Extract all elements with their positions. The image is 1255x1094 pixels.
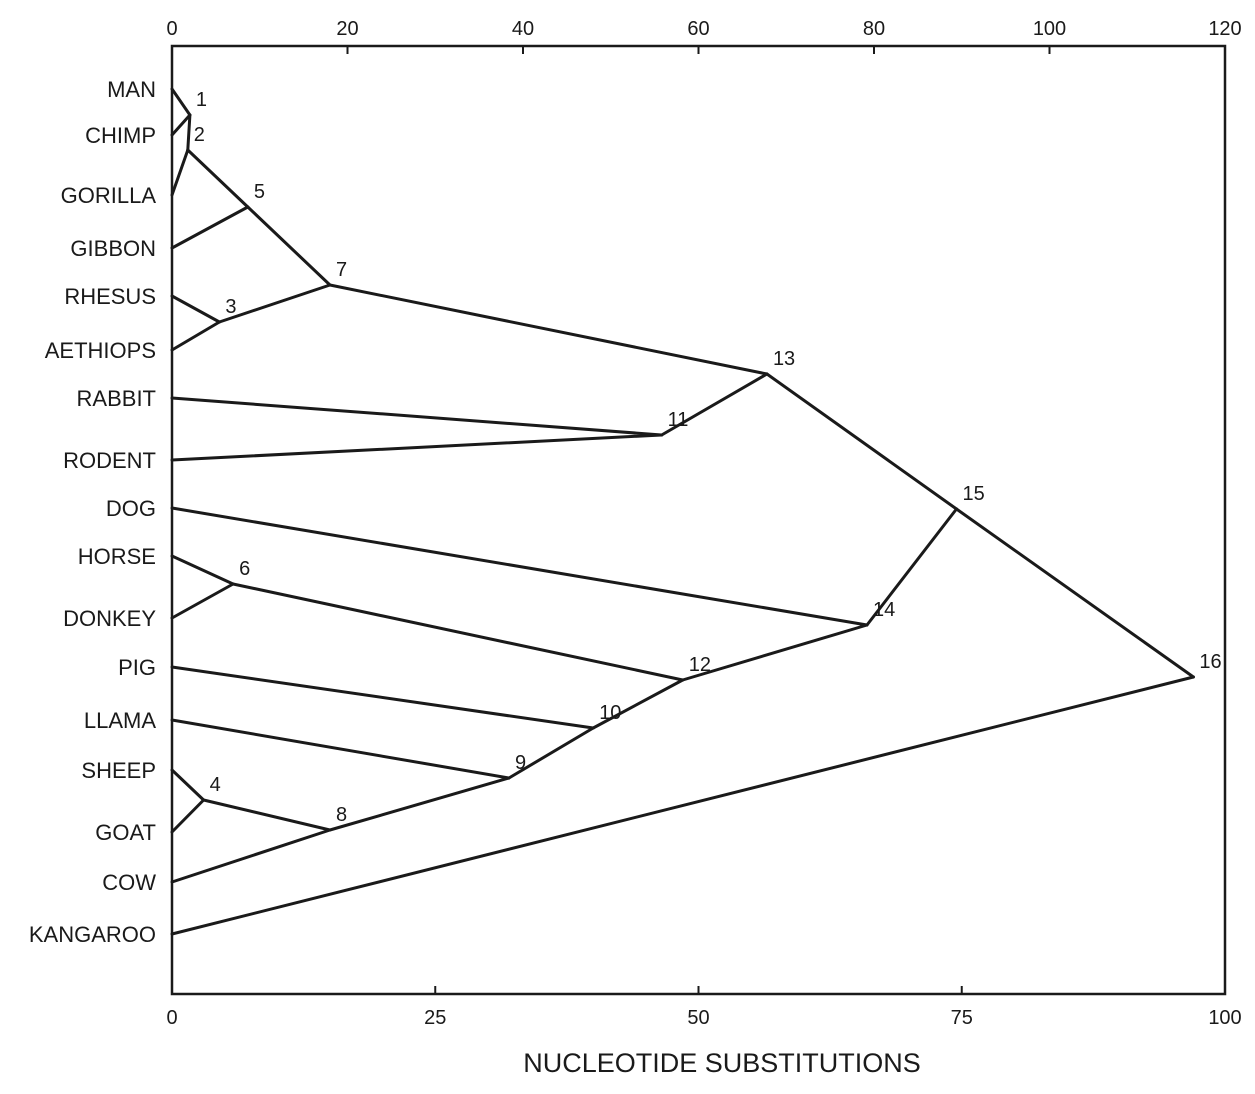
top-axis-tick-label-80: 80 — [863, 18, 885, 40]
branch-chimp-to-node-1 — [170, 113, 192, 137]
node-label-12: 12 — [689, 654, 711, 676]
plot-frame — [170, 44, 1227, 996]
branch-11-to-node-13 — [660, 372, 769, 437]
branch-14-to-node-15 — [865, 507, 958, 627]
taxon-label-gorilla: GORILLA — [61, 183, 157, 208]
branch-gorilla-to-node-2 — [170, 148, 190, 197]
node-label-16: 16 — [1199, 651, 1221, 673]
bottom-axis-tick-label-50: 50 — [687, 1007, 709, 1029]
top-axis-tick-label-120: 120 — [1208, 18, 1241, 40]
branch-aethiops-to-node-3 — [170, 320, 221, 352]
branch-man-to-node-1 — [170, 87, 192, 117]
branch-rabbit-to-node-11 — [170, 396, 664, 437]
branch-5-to-node-7 — [246, 205, 332, 287]
branch-cow-to-node-8 — [170, 828, 332, 884]
taxon-label-kangaroo: KANGAROO — [29, 922, 156, 947]
node-label-15: 15 — [962, 483, 984, 505]
branch-6-to-node-12 — [231, 582, 685, 682]
node-label-8: 8 — [336, 804, 347, 826]
branch-gibbon-to-node-5 — [170, 205, 250, 250]
taxon-label-dog: DOG — [106, 496, 156, 521]
taxon-label-rabbit: RABBIT — [77, 386, 156, 411]
node-label-6: 6 — [239, 558, 250, 580]
node-label-7: 7 — [336, 259, 347, 281]
branch-13-to-node-15 — [765, 372, 958, 511]
branch-10-to-node-12 — [591, 678, 685, 730]
branch-3-to-node-7 — [217, 283, 332, 324]
taxon-label-horse: HORSE — [78, 544, 156, 569]
branch-rodent-to-node-11 — [170, 433, 664, 462]
branch-12-to-node-14 — [681, 623, 869, 682]
x-axis-title: NUCLEOTIDE SUBSTITUTIONS — [523, 1048, 921, 1078]
branch-9-to-node-10 — [507, 726, 595, 780]
taxon-label-gibbon: GIBBON — [70, 236, 156, 261]
node-label-10: 10 — [599, 702, 621, 724]
bottom-axis-tick-label-0: 0 — [166, 1007, 177, 1029]
node-label-5: 5 — [254, 181, 265, 203]
taxon-label-llama: LLAMA — [84, 708, 156, 733]
branch-15-to-node-16 — [954, 507, 1195, 679]
taxon-label-chimp: CHIMP — [85, 123, 156, 148]
taxa-labels: MAN CHIMP GORILLA GIBBON RHESUS AETHIOPS RABBI… — [29, 77, 156, 947]
branch-kangaroo-to-node-16 — [170, 675, 1195, 936]
node-label-9: 9 — [515, 752, 526, 774]
branch-4-to-node-8 — [202, 798, 332, 832]
taxon-label-sheep: SHEEP — [81, 758, 156, 783]
taxon-label-aethiops: AETHIOPS — [45, 338, 156, 363]
taxon-label-man: MAN — [107, 77, 156, 102]
top-axis-tick-label-60: 60 — [687, 18, 709, 40]
bottom-axis-tick-label-75: 75 — [951, 1007, 973, 1029]
bottom-axis-tick-label-100: 100 — [1208, 1007, 1241, 1029]
branch-pig-to-node-10 — [170, 665, 595, 730]
branch-rhesus-to-node-3 — [170, 294, 221, 324]
node-label-14: 14 — [873, 599, 895, 621]
bottom-axis-tick-label-25: 25 — [424, 1007, 446, 1029]
top-axis: 0 20 40 60 80 100 120 — [166, 18, 1242, 54]
branch-horse-to-node-6 — [170, 554, 235, 586]
node-label-2: 2 — [194, 124, 205, 146]
top-axis-tick-label-40: 40 — [512, 18, 534, 40]
taxon-label-goat: GOAT — [95, 820, 156, 845]
branch-llama-to-node-9 — [170, 718, 511, 780]
top-axis-tick-label-20: 20 — [336, 18, 358, 40]
branch-8-to-node-9 — [328, 776, 511, 832]
branch-1-to-node-2 — [186, 113, 192, 152]
branch-goat-to-node-4 — [170, 798, 206, 834]
taxon-label-rodent: RODENT — [63, 448, 156, 473]
top-axis-tick-label-100: 100 — [1033, 18, 1066, 40]
node-label-1: 1 — [196, 89, 207, 111]
branch-2-to-node-5 — [186, 148, 250, 209]
node-label-13: 13 — [773, 348, 795, 370]
branch-sheep-to-node-4 — [170, 768, 206, 802]
bottom-axis: 0 25 50 75 100 — [166, 986, 1242, 1029]
taxon-label-pig: PIG — [118, 655, 156, 680]
taxon-label-cow: COW — [102, 870, 156, 895]
node-label-3: 3 — [225, 296, 236, 318]
tree-branches — [170, 87, 1195, 936]
node-label-11: 11 — [668, 409, 689, 431]
taxon-label-donkey: DONKEY — [63, 606, 156, 631]
branch-dog-to-node-14 — [170, 506, 869, 627]
branch-donkey-to-node-6 — [170, 582, 235, 620]
top-axis-tick-label-0: 0 — [166, 18, 177, 40]
node-label-4: 4 — [210, 774, 221, 796]
branch-7-to-node-13 — [328, 283, 769, 376]
taxon-label-rhesus: RHESUS — [64, 284, 156, 309]
